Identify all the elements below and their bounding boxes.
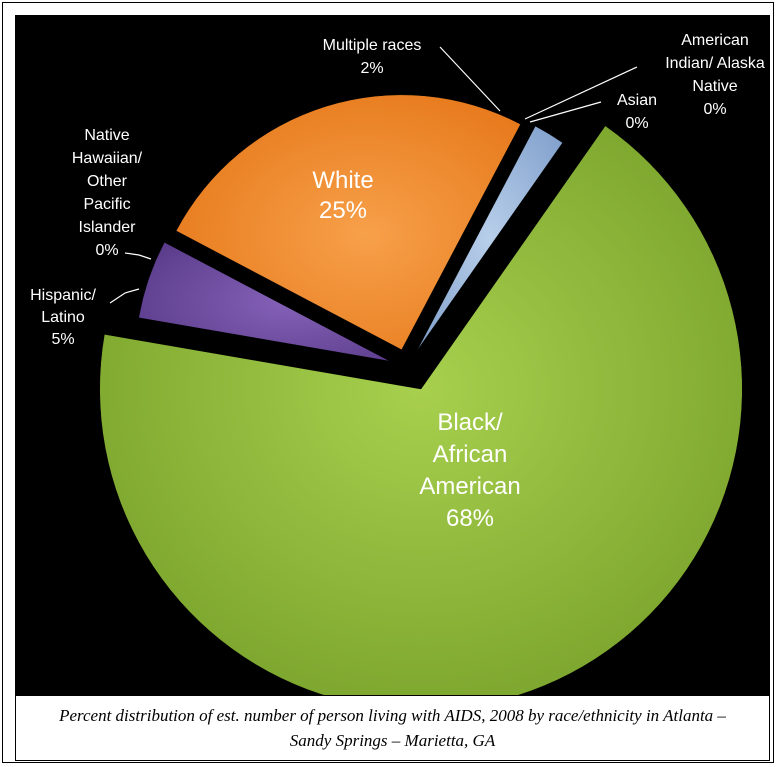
pie-slice-hispanic-latino (138, 241, 391, 362)
slice-label: Native Hawaiian/Other Pacific Islander 0% (72, 127, 143, 259)
slice-name-label: Indian/ Alaska (665, 55, 765, 72)
slice-label: Asian 0% (617, 92, 657, 132)
leader-line (439, 46, 501, 112)
slice-name-label: Other (87, 173, 128, 190)
slice-name-label: Multiple races (323, 37, 422, 54)
slice-name-label: Hispanic/ (30, 287, 96, 304)
slice-name-label: Native (84, 127, 129, 144)
pie-chart-area: Black/African American 68% Hispanic/Latino 5… (15, 15, 770, 695)
chart-caption: Percent distribution of est. number of p… (59, 706, 726, 750)
slice-label: Hispanic/Latino 5% (30, 287, 96, 348)
slice-value-label: 25% (319, 197, 367, 224)
slice-name-label: American (681, 32, 749, 49)
leader-line (124, 252, 152, 260)
pie-slice-black-african-american (99, 125, 743, 695)
slice-name-label: Hawaiian/ (72, 150, 143, 167)
slice-value-label: 5% (51, 331, 74, 348)
slice-name-label: White (312, 167, 373, 194)
slice-value-label: 0% (703, 101, 726, 118)
caption-box: Percent distribution of est. number of p… (15, 695, 770, 761)
pie-slice-multiple-races (416, 125, 563, 352)
slice-value-label: 0% (625, 115, 648, 132)
slice-name-label: Islander (79, 219, 137, 236)
slice-label: White 25% (312, 167, 373, 224)
slice-name-label: Asian (617, 92, 657, 109)
slice-name-label: African (433, 441, 508, 468)
slice-value-label: 0% (95, 242, 118, 259)
slice-name-label: American (419, 473, 520, 500)
slice-label: Multiple races 2% (323, 37, 422, 77)
leader-line (524, 66, 638, 120)
leader-line (529, 101, 602, 123)
slice-value-label: 68% (446, 505, 494, 532)
slice-name-label: Black/ (437, 409, 503, 436)
slice-label: American Indian/ Alaska Native 0% (665, 32, 765, 118)
slice-name-label: Pacific (83, 196, 130, 213)
slice-value-label: 2% (360, 60, 383, 77)
pie-slice-white (175, 94, 521, 351)
pie-chart: Black/African American 68% Hispanic/Latino 5… (30, 32, 765, 695)
slice-label: Black/African American 68% (419, 409, 520, 532)
slice-name-label: Latino (41, 309, 85, 326)
leader-line (109, 288, 140, 304)
slice-name-label: Native (692, 78, 737, 95)
